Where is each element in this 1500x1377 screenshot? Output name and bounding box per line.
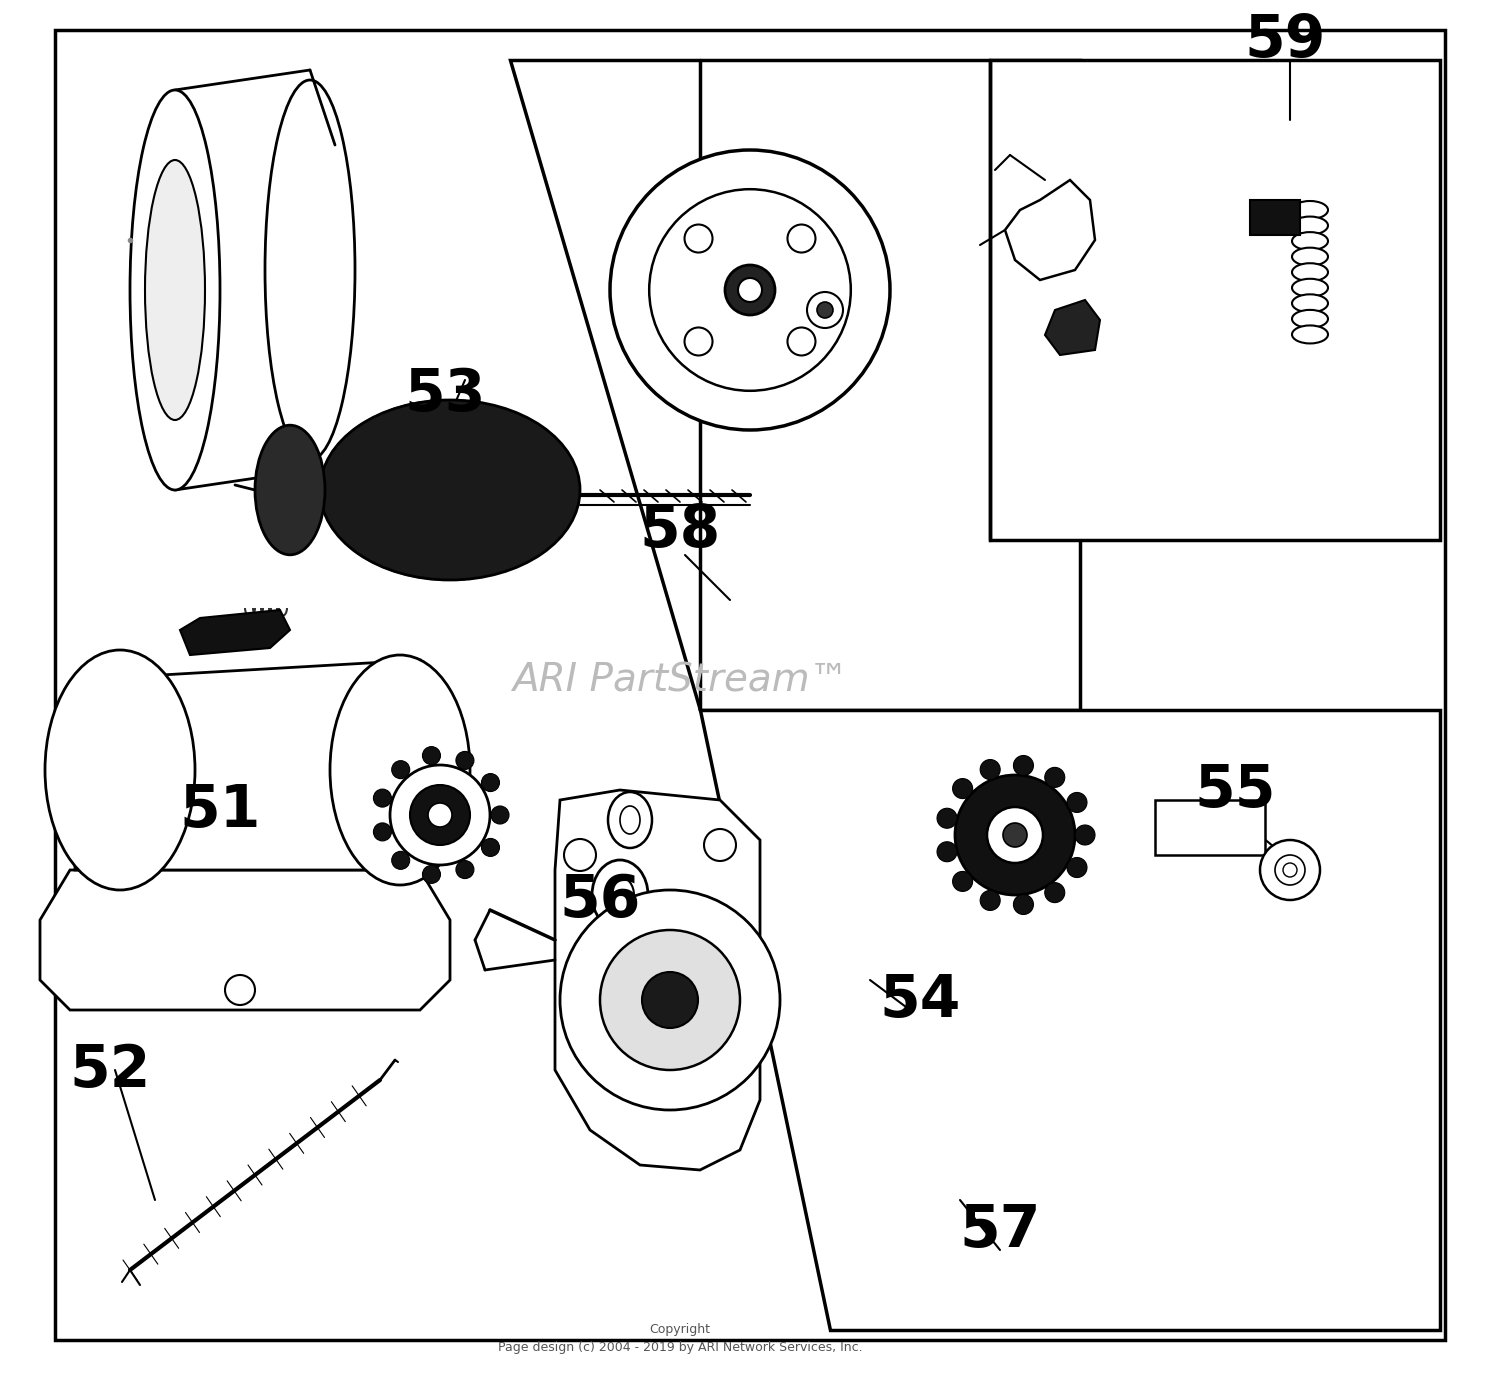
- Text: 59: 59: [1245, 11, 1326, 69]
- Ellipse shape: [266, 80, 356, 460]
- Circle shape: [807, 292, 843, 328]
- Text: 52: 52: [69, 1041, 150, 1099]
- Ellipse shape: [1292, 216, 1328, 234]
- Circle shape: [684, 224, 712, 252]
- Circle shape: [650, 189, 850, 391]
- Circle shape: [642, 972, 698, 1029]
- Circle shape: [423, 865, 441, 884]
- Circle shape: [600, 929, 740, 1070]
- Circle shape: [456, 861, 474, 879]
- Circle shape: [952, 778, 972, 799]
- Polygon shape: [1046, 300, 1100, 355]
- Circle shape: [1282, 863, 1298, 877]
- Circle shape: [980, 891, 1000, 910]
- Bar: [1155, 800, 1264, 855]
- Text: 51: 51: [180, 782, 261, 839]
- Circle shape: [482, 839, 500, 856]
- Ellipse shape: [1292, 310, 1328, 328]
- Polygon shape: [75, 660, 420, 870]
- Circle shape: [704, 829, 736, 861]
- Polygon shape: [555, 790, 760, 1170]
- Text: 56: 56: [560, 872, 640, 928]
- Circle shape: [1014, 895, 1034, 914]
- Circle shape: [1275, 855, 1305, 885]
- Polygon shape: [40, 870, 450, 1009]
- Text: Copyright: Copyright: [650, 1323, 711, 1337]
- Polygon shape: [510, 61, 1080, 711]
- Ellipse shape: [1292, 278, 1328, 297]
- Ellipse shape: [608, 792, 652, 848]
- Circle shape: [564, 839, 596, 872]
- Circle shape: [952, 872, 972, 891]
- Circle shape: [392, 760, 410, 778]
- Circle shape: [987, 807, 1042, 863]
- Circle shape: [423, 746, 441, 764]
- Text: 53: 53: [405, 366, 486, 424]
- Ellipse shape: [320, 399, 580, 580]
- Ellipse shape: [592, 861, 648, 929]
- Circle shape: [938, 841, 957, 862]
- Text: ARI PartStream™: ARI PartStream™: [512, 661, 849, 700]
- Circle shape: [610, 150, 890, 430]
- Circle shape: [482, 774, 500, 792]
- Ellipse shape: [1292, 233, 1328, 251]
- Circle shape: [225, 975, 255, 1005]
- Circle shape: [374, 823, 392, 841]
- Circle shape: [427, 803, 451, 828]
- Circle shape: [684, 328, 712, 355]
- Text: 55: 55: [1194, 761, 1275, 818]
- Circle shape: [390, 766, 490, 865]
- Polygon shape: [180, 610, 290, 655]
- Circle shape: [1014, 756, 1034, 775]
- Ellipse shape: [1292, 201, 1328, 219]
- Ellipse shape: [606, 877, 634, 913]
- Circle shape: [560, 890, 780, 1110]
- Circle shape: [724, 264, 776, 315]
- Circle shape: [956, 775, 1076, 895]
- Ellipse shape: [1292, 295, 1328, 313]
- Circle shape: [980, 760, 1000, 779]
- Circle shape: [1004, 823, 1028, 847]
- Ellipse shape: [1292, 325, 1328, 343]
- Ellipse shape: [255, 425, 326, 555]
- Text: Page design (c) 2004 - 2019 by ARI Network Services, Inc.: Page design (c) 2004 - 2019 by ARI Netwo…: [498, 1341, 862, 1355]
- Circle shape: [410, 785, 470, 845]
- Text: 57: 57: [960, 1202, 1041, 1259]
- Ellipse shape: [45, 650, 195, 890]
- Text: 54: 54: [879, 972, 960, 1029]
- Ellipse shape: [130, 90, 220, 490]
- Circle shape: [1260, 840, 1320, 901]
- Circle shape: [1076, 825, 1095, 845]
- Circle shape: [788, 328, 816, 355]
- Circle shape: [392, 851, 410, 869]
- Ellipse shape: [1292, 263, 1328, 281]
- Circle shape: [1046, 767, 1065, 788]
- Circle shape: [1066, 858, 1088, 877]
- Circle shape: [1046, 883, 1065, 902]
- Circle shape: [456, 752, 474, 770]
- Circle shape: [938, 808, 957, 828]
- Polygon shape: [1005, 180, 1095, 280]
- Circle shape: [490, 806, 508, 823]
- Ellipse shape: [330, 655, 470, 885]
- Polygon shape: [700, 711, 1440, 1330]
- Ellipse shape: [620, 806, 640, 834]
- Bar: [1250, 200, 1300, 235]
- Circle shape: [374, 789, 392, 807]
- Circle shape: [738, 278, 762, 302]
- Polygon shape: [990, 61, 1440, 540]
- Ellipse shape: [146, 160, 206, 420]
- Circle shape: [1066, 793, 1088, 812]
- Circle shape: [818, 302, 833, 318]
- Ellipse shape: [1292, 248, 1328, 266]
- Circle shape: [788, 224, 816, 252]
- Text: 58: 58: [639, 501, 720, 559]
